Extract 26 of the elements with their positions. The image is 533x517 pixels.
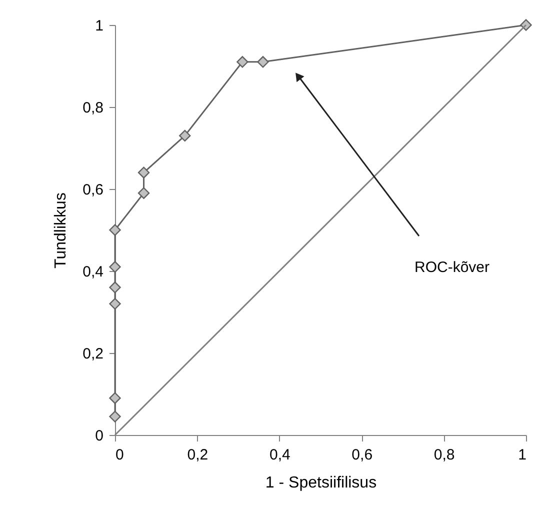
annotation: ROC-kõver [414, 259, 490, 276]
y-axis-title: Tundlikkus [52, 192, 70, 268]
x-tick-label: 0 [116, 446, 124, 464]
point [109, 224, 121, 236]
point [179, 130, 191, 142]
point [109, 410, 121, 422]
point [109, 392, 121, 404]
y-tick-label: 0,4 [82, 264, 104, 280]
point [138, 166, 150, 178]
point [257, 56, 269, 68]
y-tick-label: 0,2 [82, 346, 104, 362]
point [109, 282, 121, 294]
y-tick-label: 0,6 [82, 182, 104, 198]
x-tick-label: 0,4 [269, 446, 290, 464]
y-tick-label: 0 [95, 428, 104, 444]
x-tick-label: 0,8 [434, 446, 455, 464]
x-tick-label: 0,2 [187, 446, 208, 464]
point [109, 261, 121, 273]
point [138, 187, 150, 199]
x-tick-label: 1 [518, 446, 526, 464]
y-tick-label: 0,8 [82, 100, 104, 116]
x-tick-label: 0,6 [352, 446, 373, 464]
point [109, 298, 121, 310]
y-tick-label: 1 [95, 18, 104, 34]
point [236, 56, 248, 68]
x-axis-title: 1 - Spetsiifilisus [265, 474, 377, 492]
